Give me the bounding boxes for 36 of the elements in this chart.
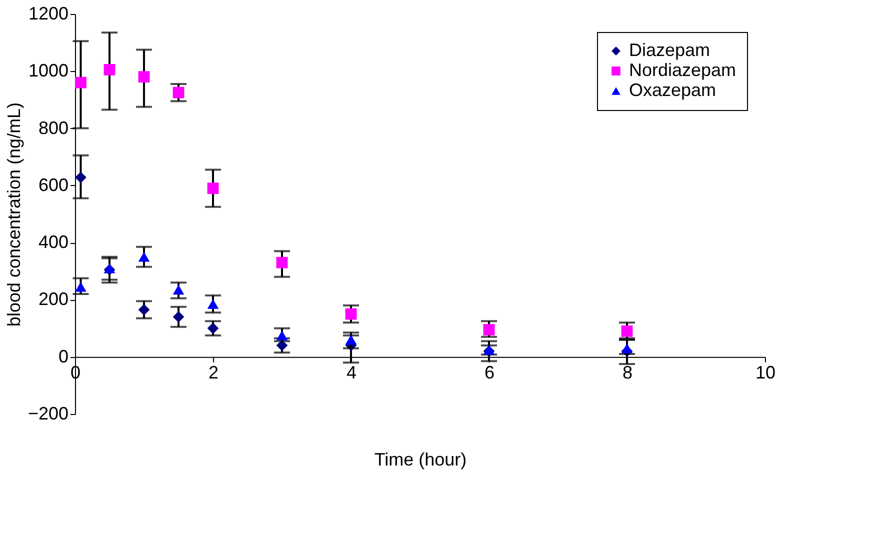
point [345,308,357,320]
point [75,282,86,292]
point [75,172,86,184]
point [207,182,219,194]
y-tick-label: 1000 [28,60,68,81]
point [138,304,150,316]
y-tick-label: 400 [38,232,68,252]
x-tick-label: 4 [346,362,357,382]
point [621,343,633,354]
x-tick-label: 8 [622,362,633,382]
y-tick-label: 1200 [28,4,68,24]
x-axis-title: Time (hour) [374,450,467,470]
point [172,311,184,323]
y-tick-label: 200 [38,289,68,310]
y-axis-title: blood concentration (ng/mL) [4,102,24,327]
point [276,256,288,268]
x-tick-label: 2 [208,362,219,382]
legend-label: Oxazepam [629,80,716,100]
point [138,71,150,83]
point [172,284,184,295]
point [75,76,86,88]
y-tick-label: −200 [28,404,68,424]
point [138,252,150,262]
x-tick-label: 6 [484,362,495,382]
y-tick-label: 800 [38,118,68,138]
y-tick-label: 600 [38,174,68,195]
legend-label: Diazepam [629,40,710,60]
point [483,324,495,336]
point [104,64,116,76]
x-tick-label: 10 [755,362,776,382]
legend-label: Nordiazepam [629,60,736,80]
point [345,334,357,345]
point [172,86,184,98]
point [621,325,633,337]
point [207,299,219,309]
y-tick-label: 0 [58,346,68,366]
